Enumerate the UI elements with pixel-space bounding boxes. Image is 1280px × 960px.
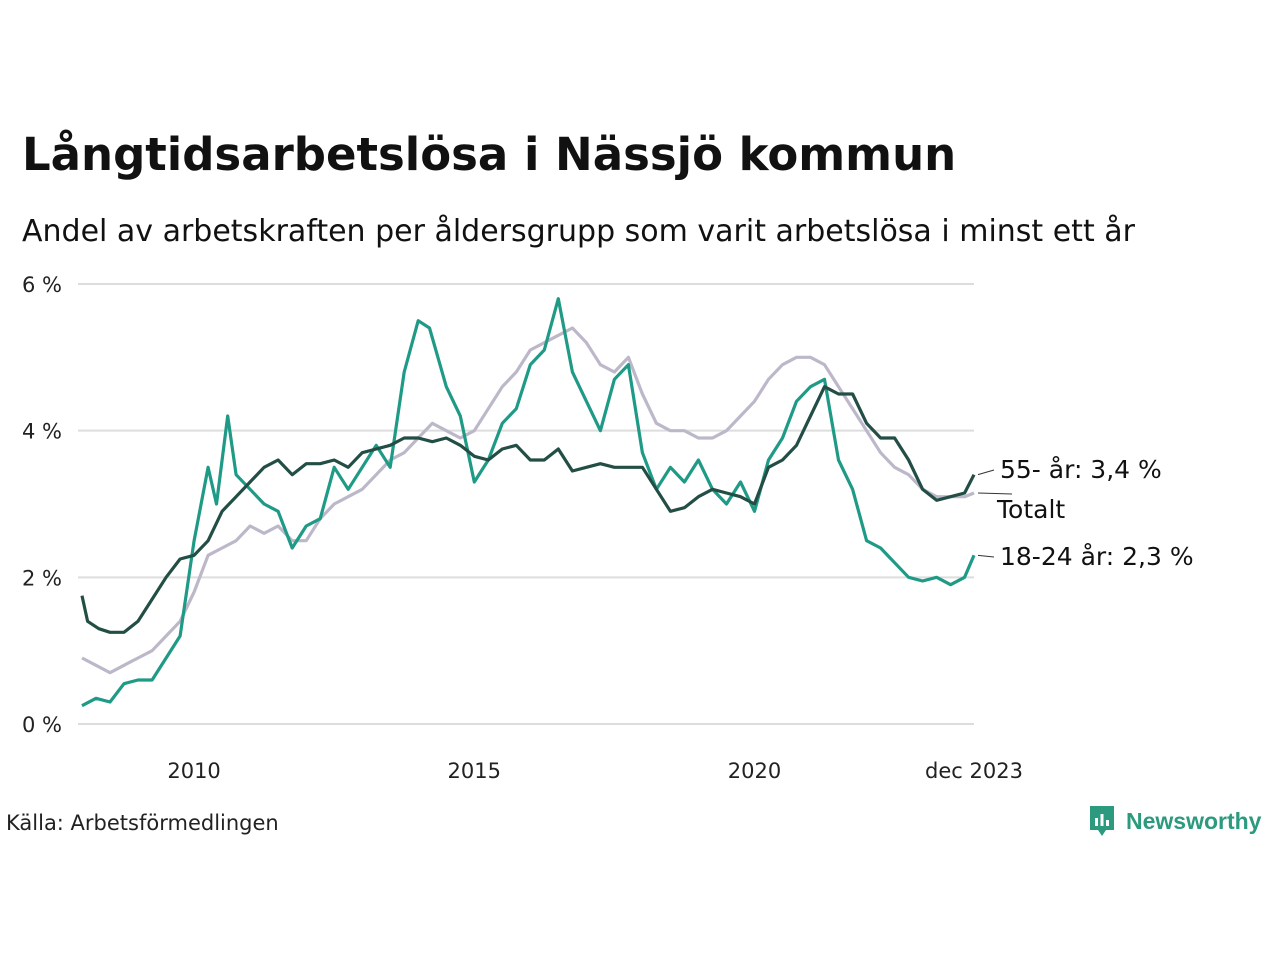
end-label-2: 55- år: 3,4 % <box>1000 455 1162 484</box>
y-tick-label: 2 % <box>22 566 62 590</box>
bar-chart-bubble-icon <box>1090 806 1114 836</box>
series-end-labels: Totalt 18-24 år: 2,3 % 55- år: 3,4 % <box>977 455 1194 571</box>
series-line-1 <box>81 297 976 708</box>
chart-title: Långtidsarbetslösa i Nässjö kommun <box>22 128 957 181</box>
y-tick-label: 6 % <box>22 273 62 297</box>
x-tick-label: 2015 <box>448 759 501 783</box>
series-lines <box>80 297 976 708</box>
x-tick-label: 2020 <box>728 759 781 783</box>
x-tick-label: 2010 <box>167 759 220 783</box>
y-axis-tick-labels: 0 % 2 % 4 % 6 % <box>22 273 62 737</box>
chart-subtitle: Andel av arbetskraften per åldersgrupp s… <box>22 214 1135 249</box>
x-axis-tick-labels: 2010 2015 2020 dec 2023 <box>167 759 1023 783</box>
y-tick-label: 4 % <box>22 420 62 444</box>
source-note: Källa: Arbetsförmedlingen <box>6 811 279 835</box>
brand-name: Newsworthy <box>1126 807 1262 834</box>
series-line-2 <box>80 385 976 634</box>
x-tick-label: dec 2023 <box>925 759 1023 783</box>
series-line-0 <box>81 326 975 675</box>
end-label-0: Totalt <box>996 495 1065 524</box>
end-label-1: 18-24 år: 2,3 % <box>1000 542 1194 571</box>
line-chart: 0 % 2 % 4 % 6 % 2010 2015 2020 dec 2023 Totalt… <box>22 273 1194 783</box>
end-label-leader <box>977 492 1013 495</box>
brand-logo: Newsworthy <box>1088 804 1261 838</box>
grid-lines <box>78 283 974 725</box>
end-label-leader <box>977 469 995 476</box>
end-label-leader <box>977 554 995 558</box>
y-tick-label: 0 % <box>22 713 62 737</box>
